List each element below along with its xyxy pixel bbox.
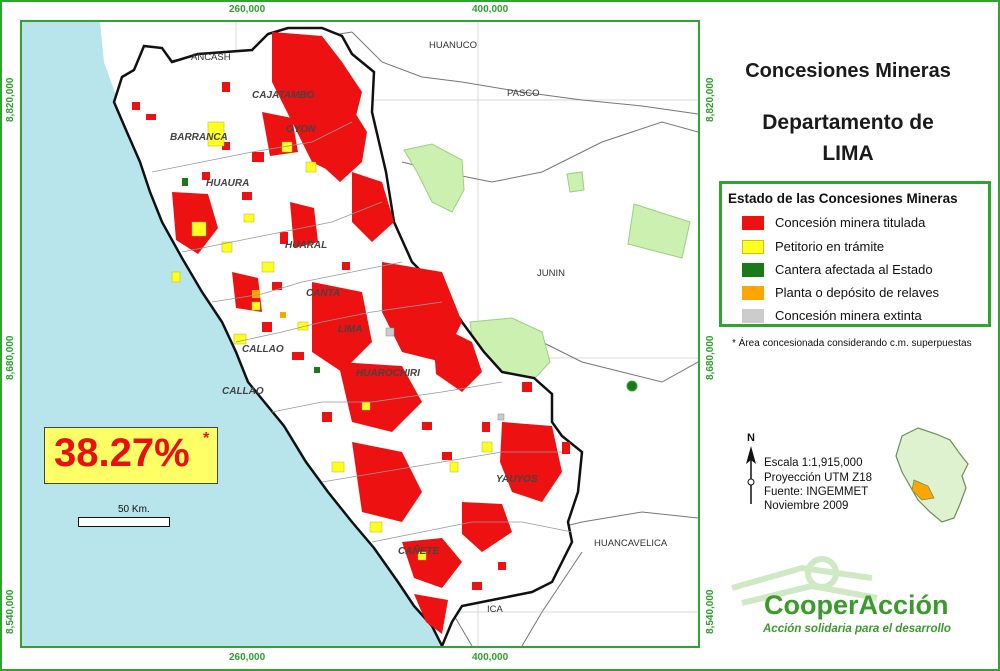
legend-note: * Área concesionada considerando c.m. su… — [732, 338, 972, 349]
x-tick-top-260000: 260,000 — [229, 4, 266, 15]
legend-swatch-titulada — [742, 216, 764, 230]
map-canvas — [22, 22, 698, 646]
x-tick-top-400000: 400,000 — [472, 4, 509, 15]
province-label-huaura: HUAURA — [206, 178, 250, 189]
province-label-huaral: HUARAL — [285, 240, 328, 251]
map-panel — [20, 20, 700, 648]
info-date: Noviembre 2009 — [764, 500, 849, 512]
legend-title: Estado de las Concesiones Mineras — [728, 191, 958, 206]
legend-swatch-petitorio — [742, 240, 764, 254]
legend-swatch-cantera — [742, 263, 764, 277]
legend: Estado de las Concesiones Mineras Conces… — [719, 181, 991, 327]
x-tick-bottom-260000: 260,000 — [229, 652, 266, 663]
cooperaccion-logo: CooperAcción — [764, 590, 949, 620]
province-label-oyon: OYON — [286, 124, 316, 135]
x-tick-bottom-400000: 400,000 — [472, 652, 509, 663]
scale-bar — [78, 517, 170, 527]
province-label-callao: CALLAO — [242, 344, 284, 355]
info-source: Fuente: INGEMMET — [764, 486, 869, 498]
province-label-canta: CANTA — [306, 288, 341, 299]
y-tick-left-8680000: 8,680,000 — [5, 335, 16, 381]
province-label-barranca: BARRANCA — [170, 132, 228, 143]
province-label-callao-port: CALLAO — [222, 386, 264, 397]
region-label-huancavelica: HUANCAVELICA — [594, 538, 668, 549]
y-tick-right-8540000: 8,540,000 — [705, 589, 716, 635]
north-arrow-icon — [746, 446, 756, 504]
legend-label-planta: Planta o depósito de relaves — [775, 285, 940, 300]
info-projection: Proyección UTM Z18 — [764, 472, 873, 484]
region-label-huanuco: HUANUCO — [429, 40, 478, 51]
concession-percentage-note-marker: * — [203, 430, 210, 447]
region-label-ancash: ANCASH — [191, 52, 231, 63]
concession-percentage: 38.27% — [54, 431, 190, 475]
province-label-lima: LIMA — [338, 324, 363, 335]
y-tick-left-8540000: 8,540,000 — [5, 589, 16, 635]
y-tick-left-8820000: 8,820,000 — [5, 77, 16, 123]
cooperaccion-emblem-icon — [731, 556, 878, 606]
map-title: Concesiones Mineras — [745, 60, 951, 82]
province-label-cajatambo: CAJATAMBO — [252, 90, 315, 101]
y-tick-right-8680000: 8,680,000 — [705, 335, 716, 381]
region-label-junin: JUNIN — [537, 268, 565, 279]
cooperaccion-tagline: Acción solidaria para el desarrollo — [763, 623, 951, 635]
legend-label-petitorio: Petitorio en trámite — [775, 239, 885, 254]
peru-locator-map — [895, 427, 969, 523]
north-label: N — [747, 432, 755, 444]
region-label-ica: ICA — [487, 604, 503, 615]
province-label-yauyos: YAUYOS — [496, 474, 538, 485]
region-label-pasco: PASCO — [507, 88, 540, 99]
legend-label-extinta: Concesión minera extinta — [775, 308, 922, 323]
map-subtitle-line1: Departamento de — [762, 111, 934, 134]
province-label-canete: CAÑETE — [398, 546, 440, 557]
concession-percentage-box: 38.27% * — [44, 427, 218, 484]
legend-label-titulada: Concesión minera titulada — [775, 215, 926, 230]
province-label-huarochiri: HUAROCHIRI — [356, 368, 420, 379]
info-scale: Escala 1:1,915,000 — [764, 457, 863, 469]
legend-label-cantera: Cantera afectada al Estado — [775, 262, 933, 277]
map-subtitle-line2: LIMA — [822, 142, 874, 165]
scale-bar-label: 50 Km. — [118, 504, 150, 515]
legend-swatch-extinta — [742, 309, 764, 323]
legend-swatch-planta — [742, 286, 764, 300]
